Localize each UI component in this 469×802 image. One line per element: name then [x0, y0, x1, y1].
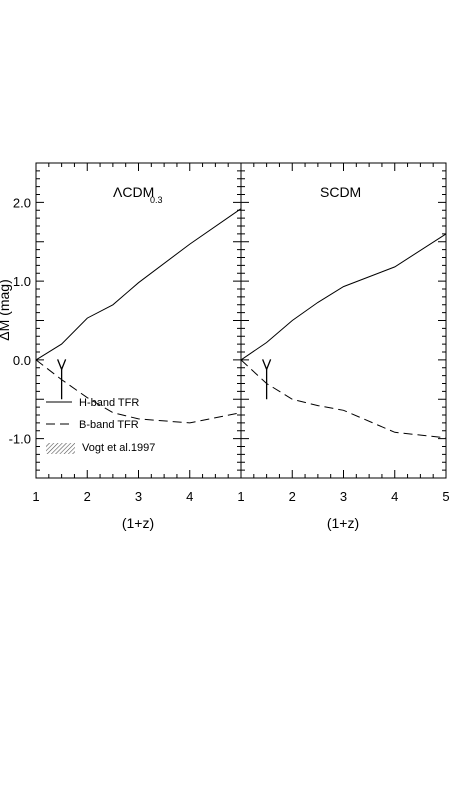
- y-tick-label: -1.0: [9, 432, 31, 447]
- y-tick-label: 1.0: [13, 274, 31, 289]
- right-upper-limit-arrow: [262, 359, 272, 400]
- right-series-h-band: [240, 233, 447, 361]
- x-tick-label: 1: [32, 489, 39, 504]
- left-upper-limit-arrow: [57, 359, 67, 400]
- y-axis-label: ΔM (mag): [0, 279, 12, 340]
- x-tick-label: 3: [135, 489, 142, 504]
- x-tick-label: 4: [391, 489, 398, 504]
- x-tick-label: 2: [289, 489, 296, 504]
- x-tick-label: 5: [442, 489, 449, 504]
- left-panel-title-sub: 0.3: [150, 195, 163, 205]
- legend: [46, 401, 75, 454]
- left-panel-title-main: ΛCDM: [113, 184, 154, 200]
- x-tick-label: 4: [186, 489, 193, 504]
- panel-frame-right: [240, 162, 447, 479]
- legend-text-vogt: Vogt et al.1997: [82, 442, 155, 454]
- right-x-axis-label: (1+z): [327, 515, 359, 531]
- x-tick-label: 3: [340, 489, 347, 504]
- left-series-b-band: [35, 359, 242, 424]
- right-series-b-band: [240, 359, 447, 439]
- legend-text-b-band: B-band TFR: [79, 419, 139, 431]
- x-tick-label: 2: [84, 489, 91, 504]
- x-tick-label: 1: [237, 489, 244, 504]
- left-x-axis-label: (1+z): [122, 515, 154, 531]
- legend-sample-vogt: [46, 443, 75, 454]
- y-tick-label: 2.0: [13, 195, 31, 210]
- left-series-h-band: [35, 208, 242, 361]
- legend-text-h-band: H-band TFR: [79, 397, 139, 409]
- right-panel-title: SCDM: [320, 184, 361, 200]
- y-tick-label: 0.0: [13, 353, 31, 368]
